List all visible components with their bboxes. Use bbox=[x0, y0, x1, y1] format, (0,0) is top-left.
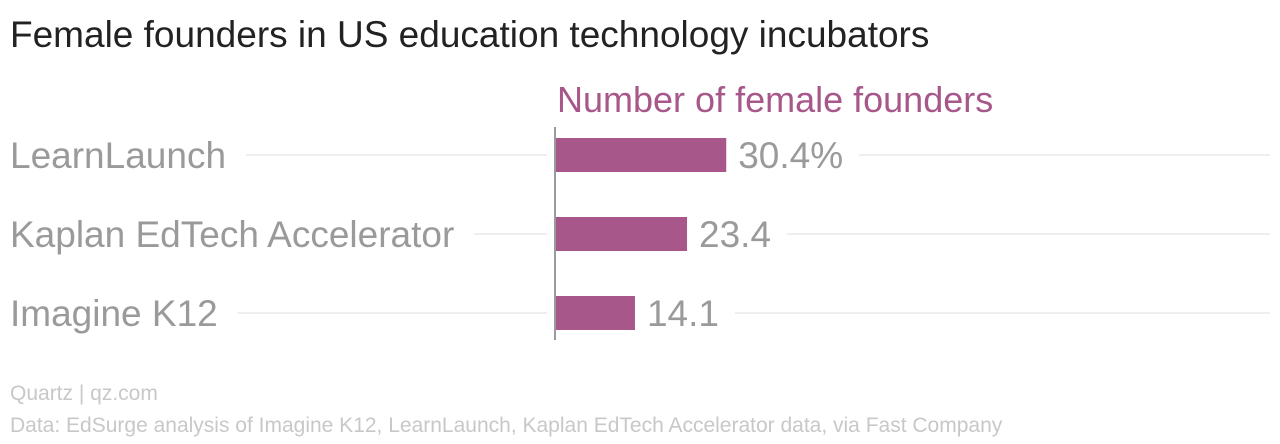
data-source-note: Data: EdSurge analysis of Imagine K12, L… bbox=[10, 414, 1003, 437]
series-header: Number of female founders bbox=[557, 79, 993, 120]
category-label: Kaplan EdTech Accelerator bbox=[10, 214, 454, 255]
bar bbox=[556, 296, 635, 330]
value-label: 30.4% bbox=[738, 135, 843, 176]
value-label: 23.4 bbox=[699, 214, 771, 255]
chart-title: Female founders in US education technolo… bbox=[10, 14, 930, 55]
source-brand: Quartz | qz.com bbox=[10, 382, 158, 405]
category-label: LearnLaunch bbox=[10, 135, 226, 176]
category-label: Imagine K12 bbox=[10, 293, 218, 334]
bar bbox=[556, 138, 727, 172]
bar bbox=[556, 217, 688, 251]
value-label: 14.1 bbox=[647, 293, 719, 334]
